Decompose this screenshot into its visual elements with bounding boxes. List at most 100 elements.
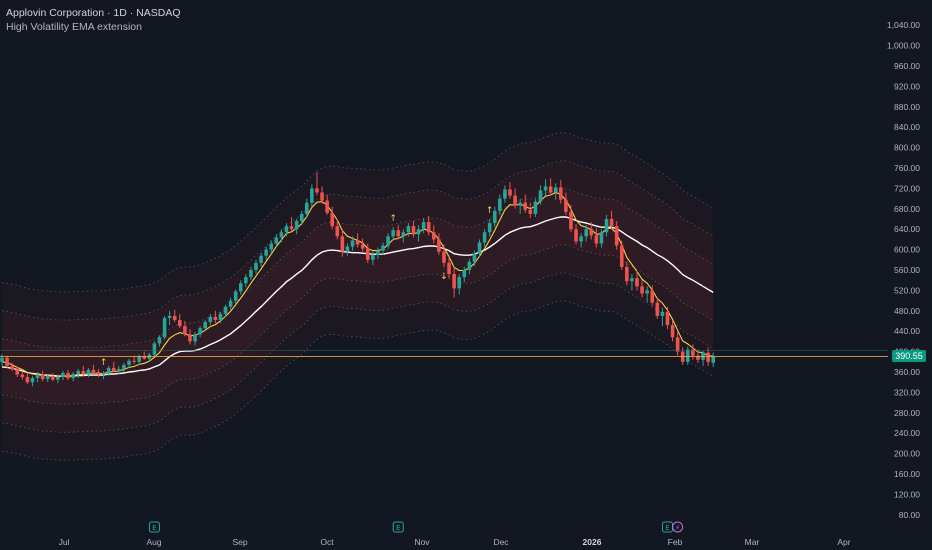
earnings-badge[interactable]: E	[392, 521, 404, 533]
candle-body	[609, 219, 614, 227]
candle-body	[81, 370, 86, 375]
candle-body	[630, 278, 634, 282]
event-badges[interactable]: E E E ⚡	[148, 521, 684, 533]
time-tick-label: Sep	[232, 537, 247, 547]
symbol-title[interactable]: Applovin Corporation · 1D · NASDAQ	[6, 7, 181, 19]
candle-body	[259, 255, 263, 263]
candle-body	[711, 356, 715, 363]
slow-ema-line	[1, 216, 714, 377]
candle-body	[437, 239, 441, 252]
candle-body	[188, 334, 192, 342]
candle-body	[183, 326, 187, 335]
candle-body	[294, 221, 299, 230]
price-tick-label: 1,000.00	[887, 41, 920, 51]
price-tick-label: 840.00	[894, 122, 920, 132]
candle-body	[594, 235, 599, 244]
badge-label: ⚡	[675, 524, 680, 532]
candle-body	[467, 261, 472, 270]
candle-body	[264, 249, 268, 256]
candle-body	[178, 319, 182, 327]
candle-body	[660, 311, 665, 316]
candle-body	[599, 232, 604, 244]
candle-body	[299, 213, 304, 222]
time-tick-label: Apr	[837, 537, 850, 547]
candle-body	[15, 369, 20, 375]
candle-body	[675, 337, 680, 352]
candle-body	[35, 374, 40, 379]
price-tick-label: 680.00	[894, 204, 920, 214]
signal-arrows: ↑ ↑ ↓ ↑	[100, 206, 494, 368]
earnings-badge[interactable]: E	[148, 521, 160, 533]
candle-body	[340, 236, 345, 252]
candle-body	[274, 237, 279, 244]
candle-body	[376, 250, 380, 255]
candle-body	[289, 226, 294, 230]
time-tick-label: Dec	[493, 537, 509, 547]
candle-body	[569, 211, 573, 230]
price-tick-label: 720.00	[894, 183, 920, 193]
candle-body	[269, 243, 274, 250]
candle-body	[513, 195, 517, 206]
time-tick-label: Feb	[668, 537, 683, 547]
candle-body	[706, 352, 710, 362]
candle-body	[523, 202, 528, 210]
candle-body	[365, 248, 370, 260]
candle-body	[56, 377, 60, 380]
candle-body	[498, 198, 502, 211]
candle-body	[477, 242, 482, 254]
candle-body	[198, 328, 202, 335]
candle-body	[315, 188, 319, 193]
candle-body	[162, 317, 167, 338]
candle-body	[355, 240, 360, 245]
signal-up-arrow: ↑	[486, 206, 494, 216]
badge-shape	[672, 521, 684, 533]
candle-body	[218, 313, 223, 320]
candle-body	[619, 245, 624, 267]
badge-label: E	[665, 524, 669, 532]
candle-body	[172, 315, 177, 320]
candle-body	[670, 325, 675, 338]
time-axis[interactable]: Jul Aug Sep Oct Nov Dec 2026 Feb Mar Apr	[59, 537, 851, 547]
candle-body	[696, 355, 700, 360]
candle-body	[564, 199, 568, 212]
candle-body	[310, 188, 314, 203]
candle-body	[640, 286, 644, 294]
candle-body	[426, 222, 431, 233]
time-tick-label: 2026	[583, 537, 602, 547]
candle-body	[533, 201, 538, 214]
candle-body	[345, 246, 350, 252]
candle-body	[66, 373, 70, 379]
candle-body	[61, 373, 65, 378]
candle-body	[152, 343, 157, 355]
candle-body	[244, 277, 248, 284]
candle-body	[457, 277, 461, 289]
price-tick-label: 240.00	[894, 428, 920, 438]
candle-body	[157, 337, 162, 344]
candle-body	[503, 189, 507, 199]
last-price-badge: 390.55	[892, 350, 926, 363]
candle-body	[655, 302, 660, 316]
candle-body	[350, 240, 355, 247]
candle-body	[86, 369, 91, 375]
indicator-name[interactable]: High Volatility EMA extension	[6, 21, 142, 33]
candle-body	[335, 226, 340, 237]
candle-body	[452, 274, 456, 289]
candle-body	[279, 232, 284, 238]
candle-body	[650, 290, 655, 303]
badge-shape	[392, 521, 404, 533]
candle-body	[518, 202, 522, 206]
candle-body	[167, 315, 172, 318]
candle-body	[40, 374, 45, 380]
candle-body	[381, 245, 385, 251]
candle-body	[0, 357, 4, 362]
candle-body	[691, 349, 695, 356]
candle-body	[51, 376, 55, 380]
candle-body	[249, 270, 253, 278]
candle-body	[442, 251, 446, 263]
dividend-badge[interactable]: ⚡	[672, 521, 684, 533]
earnings-badge[interactable]: E	[661, 521, 673, 533]
candle-body	[320, 192, 324, 201]
candle-body	[203, 322, 207, 329]
candle-body	[614, 226, 619, 246]
